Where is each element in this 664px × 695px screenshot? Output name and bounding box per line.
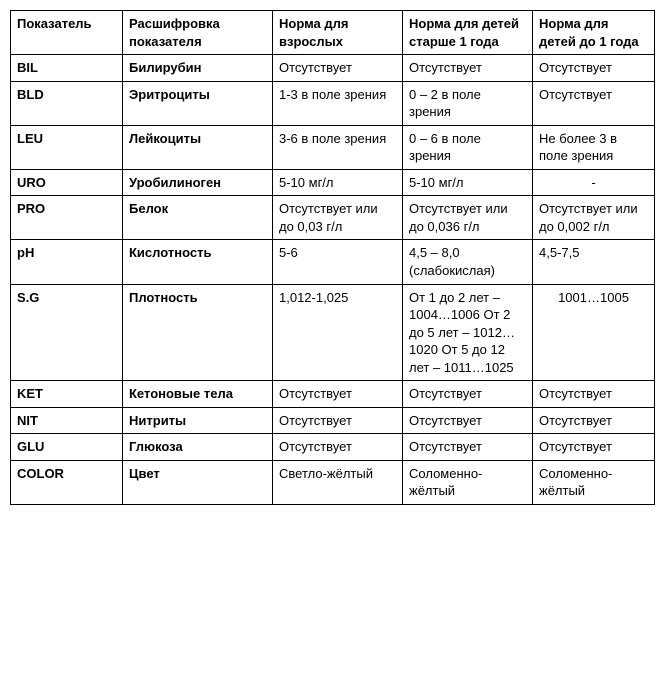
cell-name: Белок <box>123 196 273 240</box>
cell-code: COLOR <box>11 460 123 504</box>
table-row: BIL Билирубин Отсутствует Отсутствует От… <box>11 55 655 82</box>
cell-code: PRO <box>11 196 123 240</box>
table-row: COLOR Цвет Светло-жёлтый Соломенно-жёлты… <box>11 460 655 504</box>
cell-child-under-1: Соломенно-жёлтый <box>533 460 655 504</box>
col-header-child-under-1: Норма для детей до 1 года <box>533 11 655 55</box>
cell-adult: 5-6 <box>273 240 403 284</box>
cell-code: pH <box>11 240 123 284</box>
table-row: BLD Эритроциты 1-3 в поле зрения 0 – 2 в… <box>11 81 655 125</box>
table-row: pH Кислотность 5-6 4,5 – 8,0 (слабокисла… <box>11 240 655 284</box>
cell-adult: Отсутствует <box>273 434 403 461</box>
cell-adult: Отсутствует <box>273 55 403 82</box>
cell-child-under-1: Отсутствует <box>533 434 655 461</box>
table-row: NIT Нитриты Отсутствует Отсутствует Отсу… <box>11 407 655 434</box>
cell-name: Плотность <box>123 284 273 381</box>
table-row: S.G Плотность 1,012-1,025 От 1 до 2 лет … <box>11 284 655 381</box>
col-header-adult: Норма для взрослых <box>273 11 403 55</box>
cell-child-over-1: Отсутствует <box>403 407 533 434</box>
cell-code: NIT <box>11 407 123 434</box>
cell-adult: 3-6 в поле зрения <box>273 125 403 169</box>
cell-child-over-1: Отсутствует <box>403 434 533 461</box>
cell-child-under-1: Отсутствует или до 0,002 г/л <box>533 196 655 240</box>
cell-adult: Отсутствует <box>273 381 403 408</box>
cell-code: BLD <box>11 81 123 125</box>
cell-name: Уробилиноген <box>123 169 273 196</box>
table-row: URO Уробилиноген 5-10 мг/л 5-10 мг/л - <box>11 169 655 196</box>
cell-child-under-1: Отсутствует <box>533 407 655 434</box>
table-row: GLU Глюкоза Отсутствует Отсутствует Отсу… <box>11 434 655 461</box>
cell-name: Эритроциты <box>123 81 273 125</box>
cell-name: Кислотность <box>123 240 273 284</box>
urine-analysis-table: Показатель Расшифровка показателя Норма … <box>10 10 655 505</box>
table-row: KET Кетоновые тела Отсутствует Отсутству… <box>11 381 655 408</box>
cell-child-under-1: Отсутствует <box>533 381 655 408</box>
cell-code: BIL <box>11 55 123 82</box>
cell-child-under-1: - <box>533 169 655 196</box>
table-row: LEU Лейкоциты 3-6 в поле зрения 0 – 6 в … <box>11 125 655 169</box>
cell-child-under-1: Отсутствует <box>533 81 655 125</box>
cell-child-over-1: Отсутствует <box>403 55 533 82</box>
cell-adult: Отсутствует <box>273 407 403 434</box>
cell-adult: Светло-жёлтый <box>273 460 403 504</box>
cell-child-under-1: Не более 3 в поле зрения <box>533 125 655 169</box>
cell-child-under-1: 4,5-7,5 <box>533 240 655 284</box>
cell-child-over-1: 0 – 2 в поле зрения <box>403 81 533 125</box>
table-row: PRO Белок Отсутствует или до 0,03 г/л От… <box>11 196 655 240</box>
cell-child-over-1: 0 – 6 в поле зрения <box>403 125 533 169</box>
cell-child-over-1: 4,5 – 8,0 (слабокислая) <box>403 240 533 284</box>
cell-name: Билирубин <box>123 55 273 82</box>
cell-child-over-1: Отсутствует или до 0,036 г/л <box>403 196 533 240</box>
cell-child-under-1: Отсутствует <box>533 55 655 82</box>
cell-adult: Отсутствует или до 0,03 г/л <box>273 196 403 240</box>
cell-adult: 1,012-1,025 <box>273 284 403 381</box>
cell-adult: 5-10 мг/л <box>273 169 403 196</box>
cell-code: S.G <box>11 284 123 381</box>
cell-code: KET <box>11 381 123 408</box>
col-header-indicator: Показатель <box>11 11 123 55</box>
cell-name: Кетоновые тела <box>123 381 273 408</box>
cell-child-under-1: 1001…1005 <box>533 284 655 381</box>
cell-code: GLU <box>11 434 123 461</box>
cell-child-over-1: От 1 до 2 лет – 1004…1006 От 2 до 5 лет … <box>403 284 533 381</box>
cell-name: Нитриты <box>123 407 273 434</box>
cell-code: URO <box>11 169 123 196</box>
table-header-row: Показатель Расшифровка показателя Норма … <box>11 11 655 55</box>
col-header-description: Расшифровка показателя <box>123 11 273 55</box>
col-header-child-over-1: Норма для детей старше 1 года <box>403 11 533 55</box>
cell-name: Цвет <box>123 460 273 504</box>
cell-name: Глюкоза <box>123 434 273 461</box>
cell-name: Лейкоциты <box>123 125 273 169</box>
cell-adult: 1-3 в поле зрения <box>273 81 403 125</box>
cell-code: LEU <box>11 125 123 169</box>
cell-child-over-1: 5-10 мг/л <box>403 169 533 196</box>
cell-child-over-1: Соломенно-жёлтый <box>403 460 533 504</box>
cell-child-over-1: Отсутствует <box>403 381 533 408</box>
